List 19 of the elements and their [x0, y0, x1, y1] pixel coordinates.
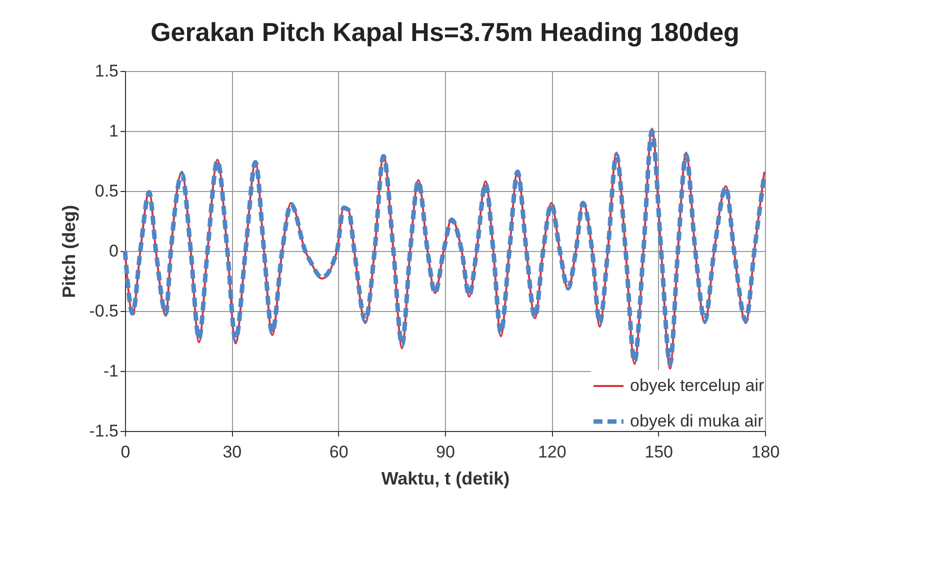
- y-axis-title: Pitch (deg): [59, 204, 80, 298]
- legend-label: obyek tercelup air: [630, 376, 765, 395]
- y-tick-label: 1.5: [94, 62, 118, 80]
- legend-label: obyek di muka air: [630, 412, 764, 430]
- chart-title: Gerakan Pitch Kapal Hs=3.75m Heading 180deg: [150, 17, 740, 47]
- x-tick-label: 120: [538, 442, 566, 462]
- x-tick-label: 60: [329, 442, 348, 462]
- x-tick-label: 30: [222, 442, 242, 462]
- y-tick-label: 1: [109, 122, 118, 140]
- y-tick-label: 0: [109, 242, 118, 260]
- y-tick-label: -1.5: [89, 422, 118, 440]
- x-tick-label: 0: [120, 442, 130, 462]
- x-tick-label: 90: [436, 442, 455, 462]
- y-tick-label: -0.5: [89, 302, 118, 320]
- x-tick-label: 180: [751, 442, 780, 462]
- x-axis-title: Waktu, t (detik): [381, 468, 510, 488]
- y-tick-label: -1: [103, 362, 118, 380]
- x-tick-label: 150: [644, 442, 674, 462]
- y-tick-label: 0.5: [94, 182, 118, 200]
